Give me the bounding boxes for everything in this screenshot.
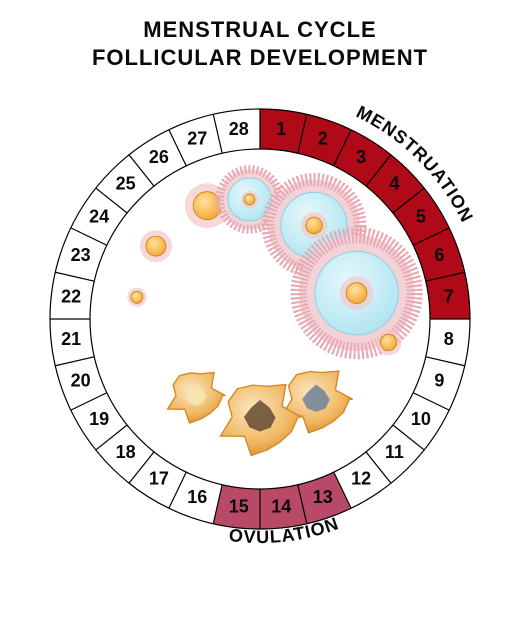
day-4: 4 (389, 173, 399, 193)
day-25: 25 (116, 173, 136, 193)
day-15: 15 (229, 497, 249, 517)
day-3: 3 (356, 147, 366, 167)
title-line-2: FOLLICULAR DEVELOPMENT (0, 44, 520, 72)
day-1: 1 (276, 119, 286, 139)
cycle-diagram: 1234567891011121314151617181920212223242… (20, 79, 500, 559)
day-7: 7 (444, 286, 454, 306)
day-22: 22 (61, 286, 81, 306)
day-9: 9 (434, 371, 444, 391)
day-6: 6 (434, 245, 444, 265)
day-23: 23 (71, 245, 91, 265)
day-5: 5 (416, 207, 426, 227)
day-8: 8 (444, 329, 454, 349)
day-12: 12 (351, 469, 371, 489)
title-line-1: MENSTRUAL CYCLE (0, 16, 520, 44)
day-14: 14 (271, 497, 291, 517)
day-13: 13 (313, 487, 333, 507)
day-10: 10 (411, 409, 431, 429)
day-21: 21 (61, 329, 81, 349)
day-18: 18 (116, 442, 136, 462)
day-20: 20 (71, 371, 91, 391)
day-2: 2 (318, 128, 328, 148)
day-16: 16 (187, 487, 207, 507)
day-27: 27 (187, 128, 207, 148)
day-11: 11 (385, 442, 404, 462)
cycle-svg: 1234567891011121314151617181920212223242… (20, 79, 500, 559)
day-24: 24 (89, 207, 109, 227)
day-28: 28 (229, 119, 249, 139)
day-26: 26 (149, 147, 169, 167)
day-19: 19 (89, 409, 109, 429)
day-17: 17 (149, 469, 169, 489)
